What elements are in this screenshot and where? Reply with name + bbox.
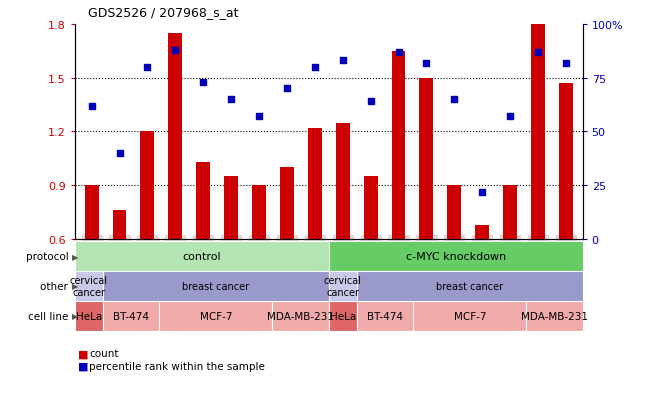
Bar bbox=[103, 271, 329, 301]
Bar bbox=[531, 25, 545, 240]
Bar bbox=[141, 132, 154, 240]
Text: cell line: cell line bbox=[28, 311, 72, 321]
Bar bbox=[447, 186, 462, 240]
Text: HeLa: HeLa bbox=[330, 311, 356, 321]
Text: MCF-7: MCF-7 bbox=[454, 311, 486, 321]
Bar bbox=[169, 34, 182, 240]
Bar bbox=[357, 301, 413, 331]
Text: ■: ■ bbox=[78, 349, 89, 358]
Text: ▶: ▶ bbox=[72, 252, 79, 261]
Text: MDA-MB-231: MDA-MB-231 bbox=[521, 311, 588, 321]
Text: other: other bbox=[40, 281, 72, 291]
Text: cervical
cancer: cervical cancer bbox=[324, 275, 362, 297]
Point bbox=[115, 150, 125, 157]
Text: HeLa: HeLa bbox=[76, 311, 102, 321]
Bar bbox=[329, 301, 357, 331]
Bar bbox=[329, 242, 583, 271]
Text: MDA-MB-231: MDA-MB-231 bbox=[267, 311, 334, 321]
Text: breast cancer: breast cancer bbox=[182, 281, 249, 291]
Point bbox=[310, 64, 320, 71]
Bar bbox=[308, 128, 322, 240]
Point bbox=[365, 99, 376, 105]
Text: BT-474: BT-474 bbox=[367, 311, 403, 321]
Point bbox=[226, 97, 236, 103]
Text: ▶: ▶ bbox=[72, 282, 79, 291]
Text: control: control bbox=[182, 252, 221, 261]
Bar bbox=[391, 52, 406, 240]
Point bbox=[254, 114, 264, 121]
Bar bbox=[336, 123, 350, 240]
Text: BT-474: BT-474 bbox=[113, 311, 149, 321]
Point bbox=[337, 58, 348, 64]
Text: MCF-7: MCF-7 bbox=[200, 311, 232, 321]
Point bbox=[477, 189, 488, 196]
Point bbox=[449, 97, 460, 103]
Text: percentile rank within the sample: percentile rank within the sample bbox=[89, 361, 265, 371]
Point bbox=[561, 60, 571, 67]
Bar bbox=[272, 301, 329, 331]
Bar bbox=[113, 211, 126, 240]
Bar bbox=[526, 301, 583, 331]
Point bbox=[505, 114, 516, 121]
Bar bbox=[224, 177, 238, 240]
Point bbox=[142, 64, 152, 71]
Point bbox=[198, 79, 208, 86]
Point bbox=[421, 60, 432, 67]
Bar bbox=[75, 242, 329, 271]
Text: ■: ■ bbox=[78, 361, 89, 371]
Point bbox=[393, 50, 404, 56]
Bar bbox=[252, 186, 266, 240]
Bar bbox=[103, 301, 159, 331]
Text: c-MYC knockdown: c-MYC knockdown bbox=[406, 252, 506, 261]
Text: count: count bbox=[89, 349, 118, 358]
Bar bbox=[364, 177, 378, 240]
Text: protocol: protocol bbox=[25, 252, 72, 261]
Bar bbox=[357, 271, 583, 301]
Point bbox=[170, 47, 180, 54]
Point bbox=[533, 50, 543, 56]
Bar bbox=[280, 168, 294, 240]
Bar bbox=[503, 186, 517, 240]
Bar bbox=[159, 301, 272, 331]
Bar bbox=[85, 186, 98, 240]
Text: ▶: ▶ bbox=[72, 311, 79, 320]
Text: cervical
cancer: cervical cancer bbox=[70, 275, 108, 297]
Point bbox=[282, 86, 292, 93]
Bar bbox=[75, 271, 103, 301]
Bar bbox=[75, 301, 103, 331]
Bar bbox=[329, 271, 357, 301]
Bar bbox=[475, 225, 489, 240]
Bar bbox=[196, 163, 210, 240]
Text: breast cancer: breast cancer bbox=[436, 281, 503, 291]
Bar bbox=[559, 84, 573, 240]
Point bbox=[87, 103, 97, 110]
Bar bbox=[413, 301, 526, 331]
Text: GDS2526 / 207968_s_at: GDS2526 / 207968_s_at bbox=[88, 6, 238, 19]
Bar bbox=[419, 78, 434, 240]
